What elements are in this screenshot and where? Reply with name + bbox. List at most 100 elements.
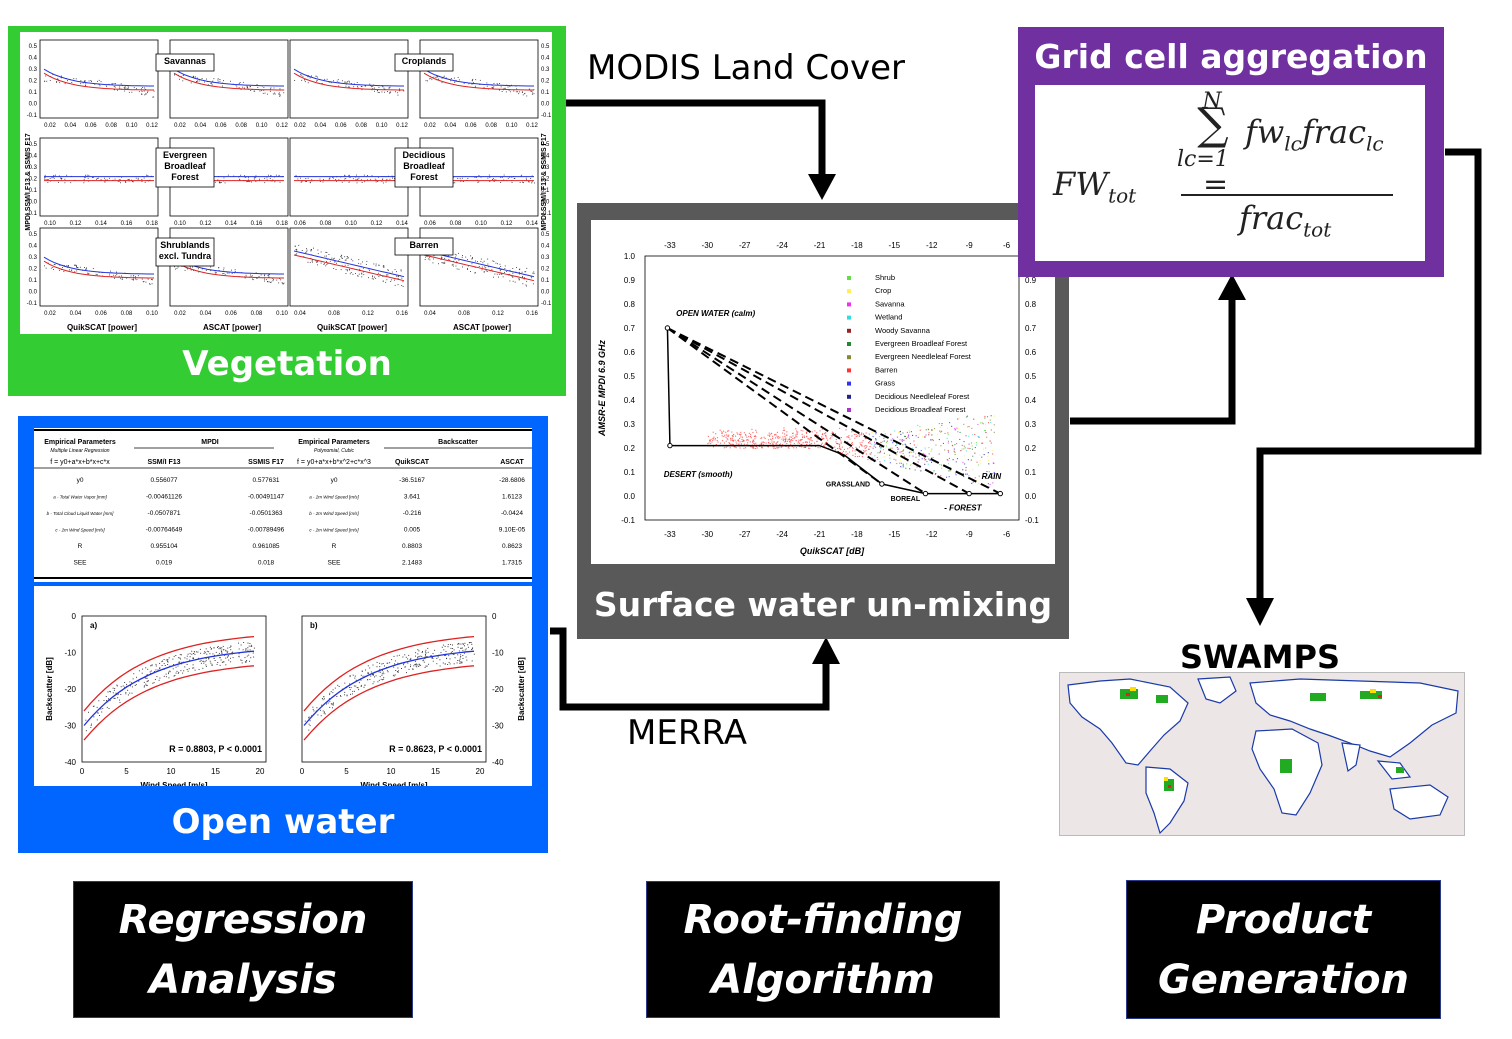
unmix-point [938, 439, 940, 441]
unmix-point [755, 436, 757, 438]
veg-point [523, 182, 524, 184]
unmix-point [962, 469, 964, 471]
ow-point [360, 684, 362, 686]
veg-point [230, 80, 231, 82]
veg-xtick: 0.06 [95, 311, 107, 317]
ow-point [165, 676, 167, 678]
veg-point [378, 176, 379, 178]
unmix-point [786, 434, 788, 436]
veg-point [458, 259, 460, 261]
ow-point [155, 663, 157, 665]
unmix-point [931, 448, 933, 450]
veg-point [304, 81, 306, 83]
veg-point [358, 259, 360, 261]
ow-point [457, 646, 459, 648]
veg-point [144, 94, 146, 96]
unmix-point [857, 435, 859, 437]
veg-point [367, 179, 368, 181]
veg-point [96, 274, 98, 276]
ow-point [338, 686, 340, 687]
veg-point [394, 284, 396, 286]
unmix-point [763, 436, 765, 438]
unmix-point [776, 431, 778, 433]
unmix-point [901, 440, 903, 442]
veg-point [426, 256, 428, 257]
unmix-point [840, 448, 842, 450]
unmix-point [920, 470, 922, 472]
unmix-point [913, 440, 915, 442]
veg-point [307, 82, 309, 84]
veg-point [525, 284, 527, 286]
unmix-point [907, 460, 909, 462]
veg-point [53, 175, 55, 177]
ow-point [459, 662, 461, 664]
unmix-point [737, 440, 739, 442]
veg-point [483, 271, 485, 273]
veg-point [498, 273, 500, 275]
veg-point [425, 256, 426, 258]
veg-point [110, 270, 111, 272]
veg-point [470, 255, 472, 257]
veg-point [481, 266, 483, 268]
unmix-point [877, 459, 879, 461]
unmix-point [800, 439, 802, 441]
ow-point [405, 656, 407, 658]
unmix-point [924, 453, 926, 455]
unmix-point [973, 418, 975, 420]
ow-point [113, 697, 115, 699]
ow-point [382, 663, 384, 664]
veg-point [517, 91, 518, 93]
unmix-point [811, 431, 813, 433]
veg-plot-frame [419, 39, 539, 119]
ow-point [354, 677, 356, 679]
unmix-point [883, 437, 885, 439]
unmix-point [795, 435, 797, 437]
veg-point [334, 260, 336, 262]
veg-point [239, 179, 241, 181]
ow-point [216, 663, 218, 665]
ow-point [332, 707, 333, 709]
unmix-point [739, 434, 741, 436]
unmix-point [879, 461, 881, 463]
table-cell: a - 2m Wind Speed [m/s] [309, 495, 359, 500]
unmix-point [870, 453, 872, 455]
aggregation-panel: Grid cell aggregation FWtot = N ∑ lc=1 f… [1018, 27, 1444, 277]
unmix-legend-swatch [847, 276, 851, 280]
ow-point [252, 652, 254, 654]
veg-point [374, 87, 375, 89]
veg-point [246, 86, 248, 88]
ow-point [231, 652, 233, 654]
unmix-point [853, 433, 855, 435]
veg-fit-line [43, 260, 154, 279]
ow-point [149, 671, 151, 673]
veg-point [341, 258, 343, 259]
veg-point [389, 92, 391, 94]
unmix-point [761, 443, 763, 445]
veg-point [492, 178, 494, 179]
ow-point [106, 700, 107, 702]
ow-point [437, 656, 439, 658]
veg-point [61, 177, 63, 179]
unmix-point [934, 473, 936, 475]
unmix-point [924, 447, 926, 449]
ow-point [100, 708, 102, 710]
ow-point [205, 648, 207, 650]
ow-point [125, 691, 127, 693]
veg-point [306, 181, 307, 182]
ow-point [204, 651, 206, 653]
ow-point [158, 679, 160, 681]
veg-point [267, 281, 268, 282]
open-water-title: Open water [171, 802, 395, 842]
veg-point [250, 276, 252, 277]
veg-point [76, 270, 78, 272]
ow-ytick: -10 [492, 649, 504, 658]
veg-point [223, 269, 225, 271]
ow-point [243, 642, 245, 643]
swamps-map [1059, 672, 1465, 836]
unmix-legend-label: Woody Savanna [875, 326, 931, 335]
unmix-point [729, 447, 731, 449]
unmix-point [799, 442, 801, 444]
ow-point [245, 661, 247, 663]
veg-point [53, 264, 55, 265]
ow-point [114, 697, 116, 699]
